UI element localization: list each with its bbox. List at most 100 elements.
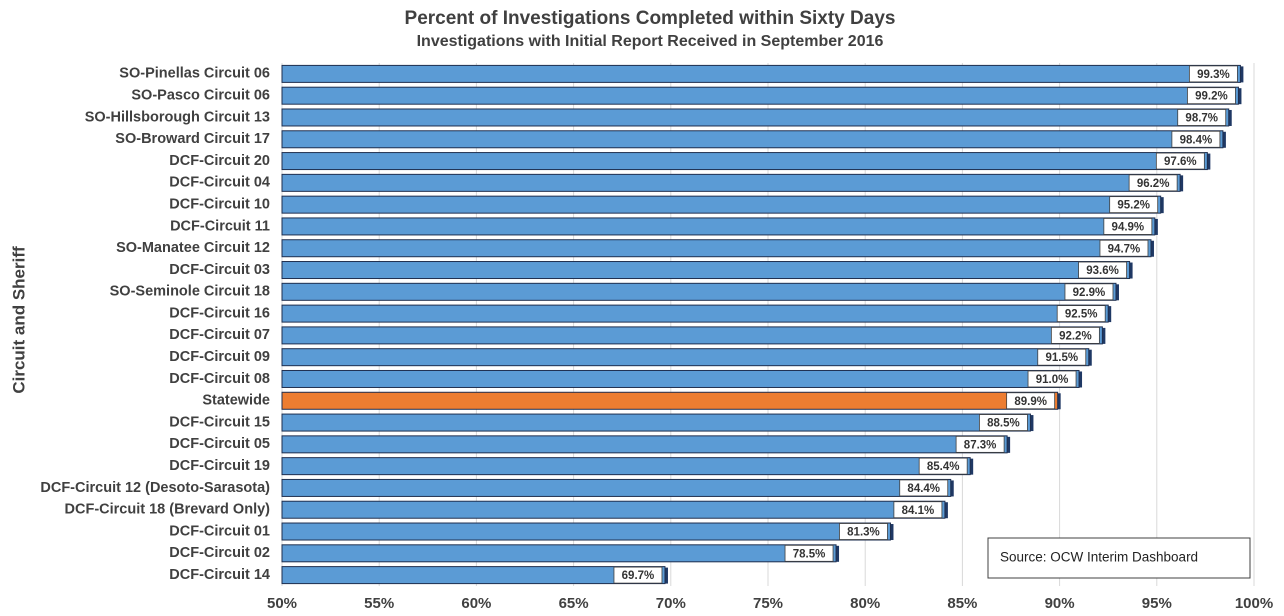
y-tick-label: SO-Seminole Circuit 18 bbox=[110, 284, 270, 300]
y-tick-label: DCF-Circuit 11 bbox=[170, 218, 270, 234]
bar-edge bbox=[1087, 349, 1092, 366]
y-tick-label: DCF-Circuit 02 bbox=[169, 545, 270, 561]
bar-edge bbox=[1239, 66, 1244, 83]
bar bbox=[281, 152, 1208, 171]
bar-edge bbox=[949, 480, 954, 497]
value-label-box bbox=[839, 523, 888, 540]
value-label-box bbox=[1171, 130, 1221, 148]
value-label-box bbox=[1103, 218, 1153, 235]
bar bbox=[281, 261, 1131, 280]
value-label-box bbox=[918, 457, 968, 475]
x-tick-label: 50% bbox=[267, 595, 297, 612]
y-tick-label: DCF-Circuit 04 bbox=[169, 175, 270, 191]
bar bbox=[281, 239, 1152, 258]
y-tick-label: SO-Broward Circuit 17 bbox=[115, 131, 270, 147]
value-label: 94.7% bbox=[1108, 243, 1141, 255]
x-tick-label: 85% bbox=[947, 595, 977, 612]
bar bbox=[281, 64, 1241, 83]
value-label-box bbox=[1078, 261, 1127, 279]
value-label: 78.5% bbox=[793, 548, 826, 560]
bar-edge bbox=[1237, 88, 1242, 105]
y-tick-label: DCF-Circuit 08 bbox=[169, 371, 270, 387]
bar bbox=[281, 369, 1080, 388]
value-label-box bbox=[1187, 87, 1236, 105]
y-tick-label: SO-Manatee Circuit 12 bbox=[116, 240, 270, 256]
y-tick-label: SO-Pasco Circuit 06 bbox=[131, 88, 270, 104]
value-label: 84.4% bbox=[907, 483, 940, 495]
bar-edge bbox=[1159, 197, 1164, 214]
y-tick-label: DCF-Circuit 15 bbox=[169, 414, 270, 430]
y-axis-label: Circuit and Sheriff bbox=[9, 246, 28, 394]
y-tick-label: SO-Pinellas Circuit 06 bbox=[119, 66, 270, 82]
bar bbox=[281, 326, 1103, 345]
value-label-box bbox=[613, 566, 663, 584]
bar bbox=[281, 413, 1031, 432]
x-tick-label: 95% bbox=[1142, 595, 1172, 612]
value-label-box bbox=[1006, 392, 1056, 410]
value-label: 91.0% bbox=[1036, 374, 1069, 386]
bar-edge bbox=[1114, 284, 1119, 301]
bar bbox=[281, 348, 1090, 367]
bar bbox=[281, 435, 1008, 454]
x-tick-label: 75% bbox=[753, 595, 783, 612]
value-label-box bbox=[1056, 305, 1106, 323]
bar bbox=[281, 217, 1156, 236]
value-label: 69.7% bbox=[622, 570, 655, 582]
value-label: 99.3% bbox=[1197, 69, 1230, 81]
bar bbox=[281, 304, 1109, 323]
value-label: 84.1% bbox=[902, 505, 935, 517]
value-label: 96.2% bbox=[1137, 178, 1170, 190]
y-tick-label: DCF-Circuit 07 bbox=[169, 327, 270, 343]
value-label: 88.5% bbox=[987, 418, 1020, 430]
x-tick-label: 90% bbox=[1045, 595, 1075, 612]
y-tick-label: DCF-Circuit 14 bbox=[169, 567, 270, 583]
bar bbox=[281, 173, 1181, 192]
y-tick-label: DCF-Circuit 18 (Brevard Only) bbox=[65, 502, 271, 518]
bar bbox=[281, 544, 837, 563]
bar bbox=[281, 522, 891, 541]
bar-edge bbox=[943, 502, 948, 519]
value-label: 98.7% bbox=[1185, 113, 1218, 125]
x-tick-label: 70% bbox=[656, 595, 686, 612]
x-tick-label: 65% bbox=[559, 595, 589, 612]
bar bbox=[281, 500, 946, 519]
bar bbox=[281, 478, 952, 497]
value-label-box bbox=[1099, 239, 1149, 257]
bar-edge bbox=[1078, 371, 1083, 388]
bar bbox=[281, 391, 1059, 410]
bar-edge bbox=[889, 524, 894, 541]
y-tick-label: SO-Hillsborough Circuit 13 bbox=[85, 109, 270, 125]
bar-edge bbox=[1179, 175, 1184, 192]
value-label-box bbox=[1027, 370, 1077, 388]
bar bbox=[281, 130, 1224, 149]
chart-subtitle: Investigations with Initial Report Recei… bbox=[417, 33, 884, 50]
y-tick-label: Statewide bbox=[202, 393, 270, 409]
bar-edge bbox=[1221, 131, 1226, 148]
value-label-box bbox=[1109, 196, 1159, 214]
value-label: 85.4% bbox=[927, 461, 960, 473]
bar-edge bbox=[1153, 218, 1158, 235]
value-label-box bbox=[784, 544, 834, 562]
chart-title: Percent of Investigations Completed with… bbox=[405, 8, 896, 29]
value-label-box bbox=[1128, 174, 1178, 192]
value-label-box bbox=[899, 479, 949, 497]
value-label-box bbox=[1064, 283, 1114, 301]
x-tick-label: 55% bbox=[364, 595, 394, 612]
value-label: 92.2% bbox=[1059, 330, 1092, 342]
value-label-box bbox=[1050, 326, 1100, 344]
value-label-box bbox=[1177, 109, 1227, 126]
bar-edge bbox=[1107, 306, 1112, 323]
bar bbox=[281, 566, 666, 585]
value-label-box bbox=[1155, 152, 1205, 170]
x-tick-label: 80% bbox=[850, 595, 880, 612]
bar bbox=[281, 282, 1117, 301]
value-label: 91.5% bbox=[1045, 352, 1078, 364]
value-label: 98.4% bbox=[1180, 134, 1213, 146]
bar-edge bbox=[1128, 262, 1133, 279]
bar-edge bbox=[1056, 393, 1061, 410]
bar-edge bbox=[1101, 327, 1106, 344]
bar bbox=[281, 108, 1230, 127]
value-label: 92.9% bbox=[1073, 287, 1106, 299]
value-label: 92.5% bbox=[1065, 309, 1098, 321]
